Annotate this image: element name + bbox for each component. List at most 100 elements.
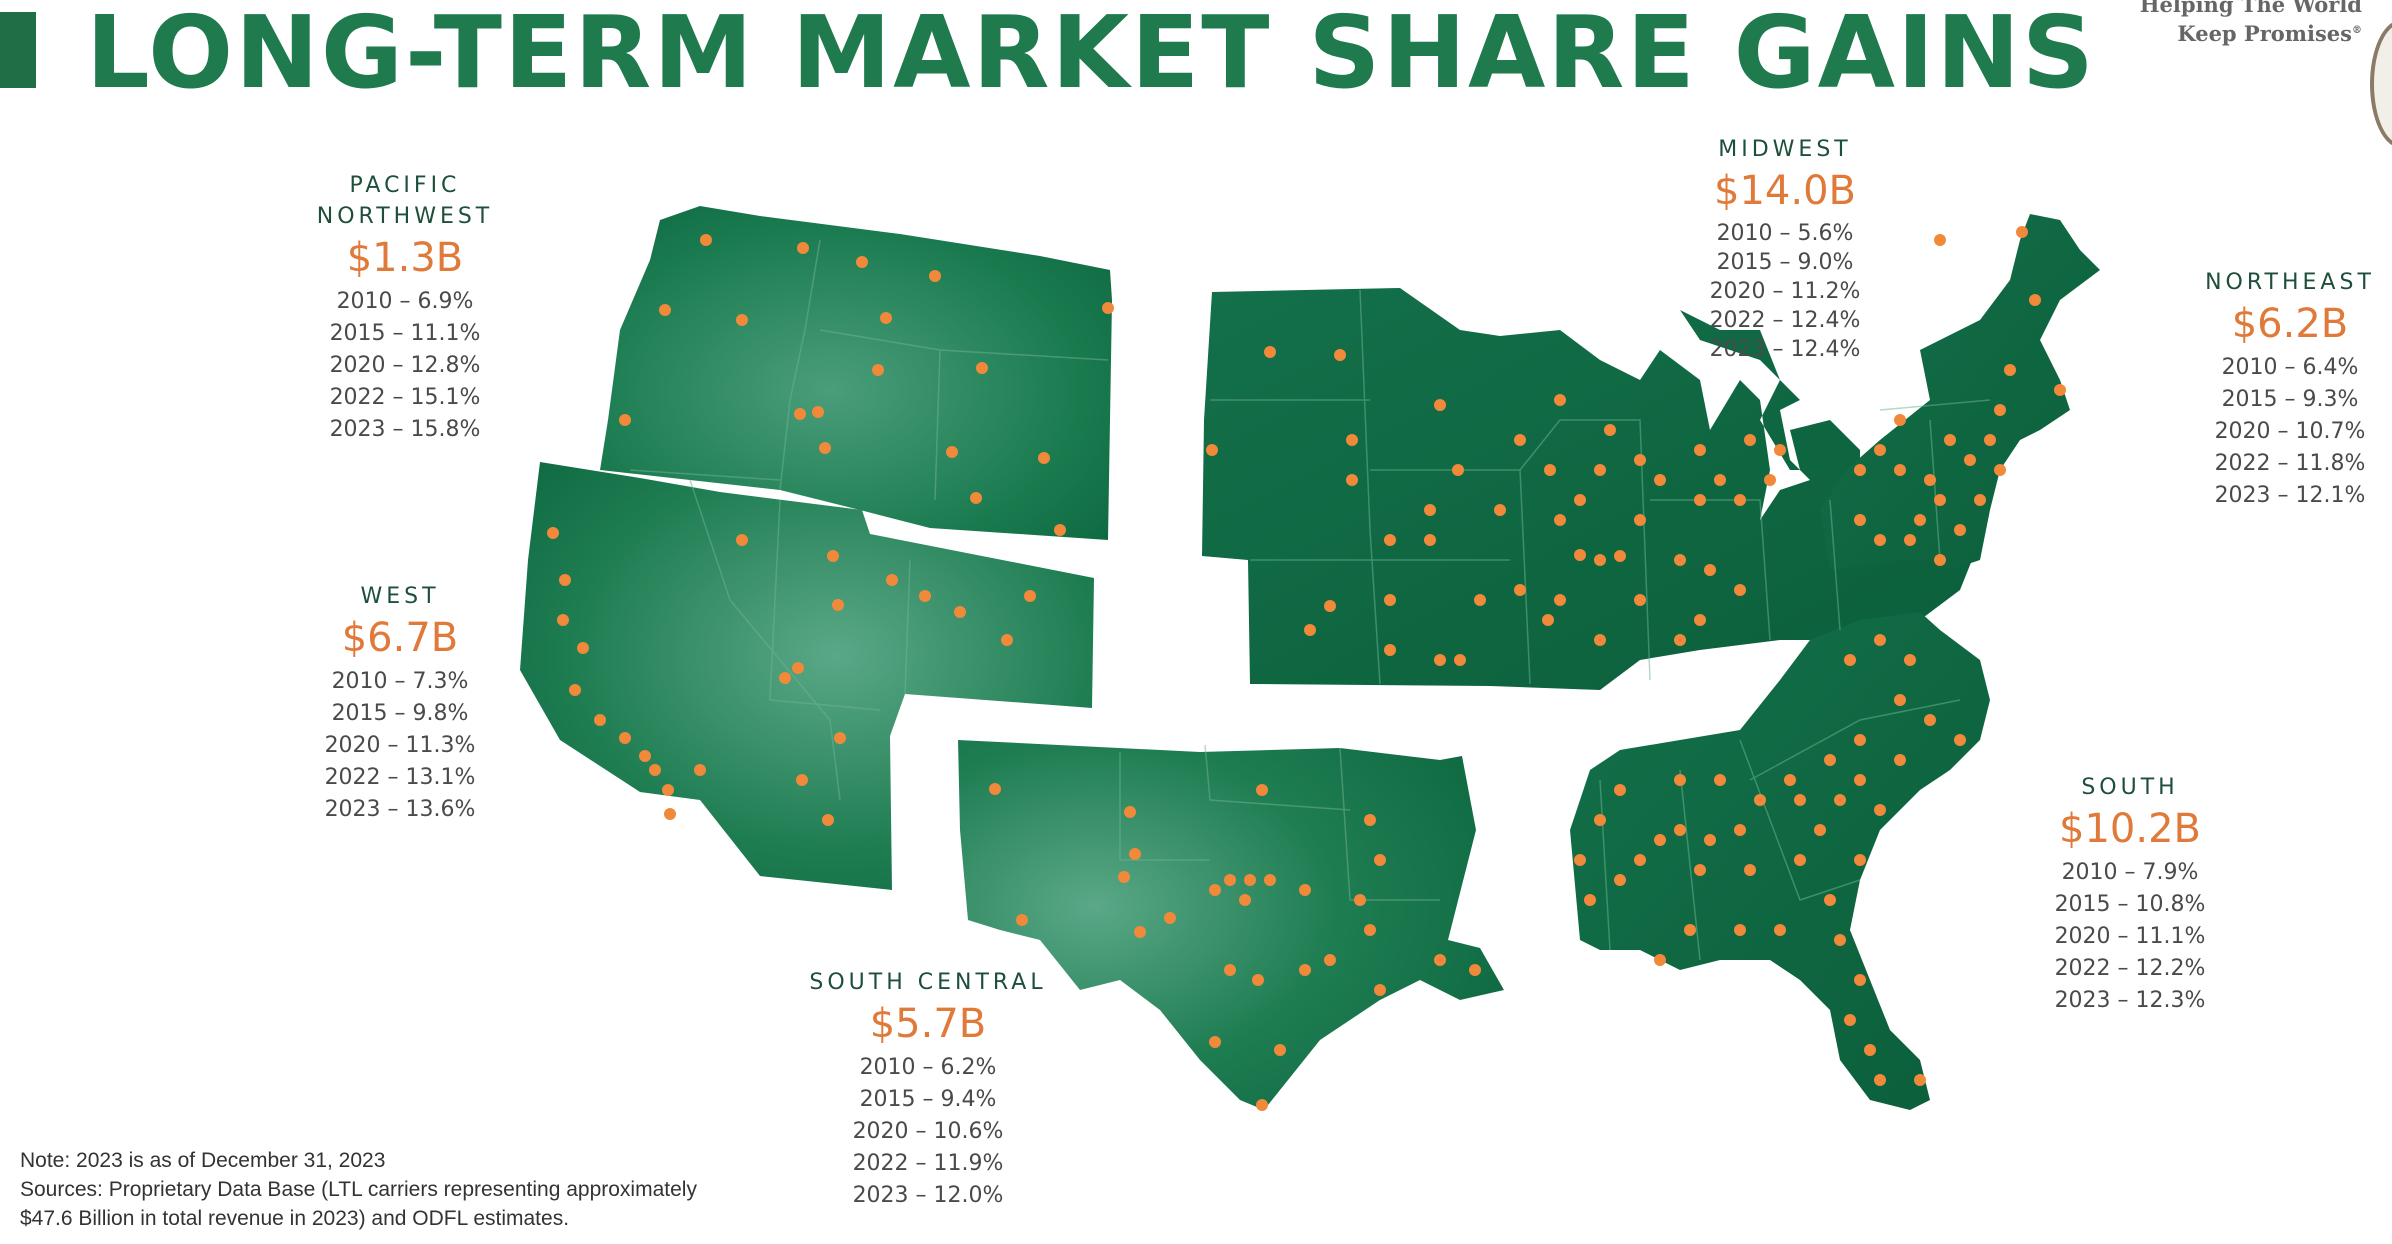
share-entry: 2020 – 11.3%	[324, 733, 476, 758]
region-share-list: 2010 – 6.2% 2015 – 9.4% 2020 – 10.6% 202…	[798, 1052, 1058, 1212]
service-center-dot	[1054, 524, 1066, 536]
region-revenue: $6.7B	[341, 615, 459, 661]
service-center-dot	[1224, 874, 1236, 886]
service-center-dot	[1894, 694, 1906, 706]
service-center-dot	[1614, 550, 1626, 562]
service-center-dot	[1754, 794, 1766, 806]
share-entry: 2010 – 6.2%	[859, 1055, 997, 1080]
region-name: SOUTH CENTRAL	[809, 970, 1047, 995]
service-center-dot	[1854, 514, 1866, 526]
service-center-dot	[797, 242, 809, 254]
service-center-dot	[1364, 814, 1376, 826]
service-center-dot	[1594, 634, 1606, 646]
region-name: MIDWEST	[1718, 137, 1852, 162]
share-entry: 2015 – 9.3%	[2221, 387, 2359, 412]
region-name: WEST	[360, 584, 440, 609]
service-center-dot	[1024, 590, 1036, 602]
region-revenue: $1.3B	[346, 235, 464, 281]
service-center-dot	[1894, 754, 1906, 766]
service-center-dot	[1384, 594, 1396, 606]
service-center-dot	[1854, 734, 1866, 746]
service-center-dot	[1252, 974, 1264, 986]
service-center-dot	[1384, 644, 1396, 656]
service-center-dot	[1764, 474, 1776, 486]
service-center-dot	[1274, 1044, 1286, 1056]
service-center-dot	[1674, 824, 1686, 836]
service-center-dot	[1239, 894, 1251, 906]
service-center-dot	[1834, 934, 1846, 946]
service-center-dot	[1554, 514, 1566, 526]
service-center-dot	[1554, 594, 1566, 606]
service-center-dot	[1594, 464, 1606, 476]
service-center-dot	[1994, 464, 2006, 476]
service-center-dot	[569, 684, 581, 696]
service-center-dot	[1434, 399, 1446, 411]
region-shape-south-central	[958, 740, 1504, 1110]
service-center-dot	[1634, 854, 1646, 866]
service-center-dot	[1674, 774, 1686, 786]
service-center-dot	[694, 764, 706, 776]
share-entry: 2022 – 11.9%	[852, 1151, 1004, 1176]
share-entry: 2022 – 15.1%	[329, 385, 481, 410]
service-center-dot	[1934, 494, 1946, 506]
service-center-dot	[1864, 1044, 1876, 1056]
service-center-dot	[1594, 814, 1606, 826]
source-line: Sources: Proprietary Data Base (LTL carr…	[20, 1178, 697, 1201]
service-center-dot	[1874, 804, 1886, 816]
service-center-dot	[1694, 864, 1706, 876]
service-center-dot	[1894, 464, 1906, 476]
share-entry: 2010 – 5.6%	[1716, 221, 1854, 246]
service-center-dot	[639, 750, 651, 762]
share-entry: 2022 – 12.2%	[2054, 956, 2206, 981]
region-revenue: $14.0B	[1714, 168, 1856, 214]
service-center-dot	[1904, 534, 1916, 546]
footnotes: Note: 2023 is as of December 31, 2023 So…	[20, 1146, 780, 1233]
service-center-dot	[1784, 774, 1796, 786]
service-center-dot	[577, 642, 589, 654]
service-center-dot	[1452, 464, 1464, 476]
service-center-dot	[1904, 654, 1916, 666]
service-center-dot	[1844, 654, 1856, 666]
service-center-dot	[1434, 954, 1446, 966]
share-entry: 2010 – 7.3%	[331, 669, 469, 694]
service-center-dot	[1206, 444, 1218, 456]
service-center-dot	[1974, 494, 1986, 506]
tagline-line-2: Keep Promises®	[2177, 21, 2362, 46]
service-center-dot	[1944, 434, 1956, 446]
service-center-dot	[1824, 894, 1836, 906]
service-center-dot	[1224, 964, 1236, 976]
service-center-dot	[1102, 302, 1114, 314]
service-center-dot	[1914, 514, 1926, 526]
service-center-dot	[822, 814, 834, 826]
service-center-dot	[1794, 794, 1806, 806]
service-center-dot	[1574, 854, 1586, 866]
region-shape-south	[1570, 612, 1990, 1110]
service-center-dot	[1334, 349, 1346, 361]
service-center-dot	[886, 574, 898, 586]
brand-tagline: Helping The World Keep Promises®	[2140, 0, 2362, 47]
region-share-list: 2010 – 6.9% 2015 – 11.1% 2020 – 12.8% 20…	[275, 286, 535, 446]
service-center-dot	[1614, 874, 1626, 886]
service-center-dot	[1654, 954, 1666, 966]
share-entry: 2020 – 10.6%	[852, 1119, 1004, 1144]
service-center-dot	[796, 774, 808, 786]
service-center-dot	[1129, 848, 1141, 860]
region-label-northeast: NORTHEAST $6.2B 2010 – 6.4% 2015 – 9.3% …	[2160, 267, 2392, 512]
service-center-dot	[1924, 714, 1936, 726]
region-shape-midwest	[1202, 288, 1980, 690]
service-center-dot	[1474, 594, 1486, 606]
service-center-dot	[1794, 854, 1806, 866]
service-center-dot	[1614, 784, 1626, 796]
share-entry: 2023 – 15.8%	[329, 417, 481, 442]
region-label-south-central: SOUTH CENTRAL $5.7B 2010 – 6.2% 2015 – 9…	[798, 967, 1058, 1212]
service-center-dot	[1299, 964, 1311, 976]
service-center-dot	[1256, 784, 1268, 796]
service-center-dot	[2029, 294, 2041, 306]
share-entry: 2020 – 12.8%	[329, 353, 481, 378]
service-center-dot	[659, 304, 671, 316]
service-center-dot	[1954, 524, 1966, 536]
service-center-dot	[1304, 624, 1316, 636]
service-center-dot	[1469, 964, 1481, 976]
service-center-dot	[946, 446, 958, 458]
service-center-dot	[1854, 854, 1866, 866]
